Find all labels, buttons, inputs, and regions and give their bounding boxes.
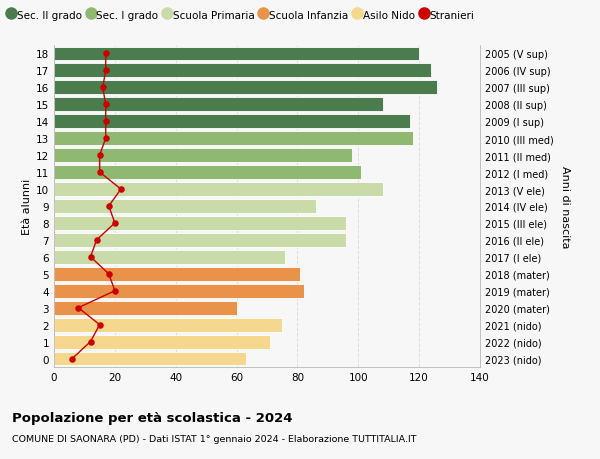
Bar xyxy=(54,115,410,129)
Bar xyxy=(54,250,285,264)
Bar xyxy=(54,318,282,332)
Point xyxy=(74,304,83,312)
Bar xyxy=(54,217,346,230)
Bar xyxy=(54,183,383,196)
Text: Popolazione per età scolastica - 2024: Popolazione per età scolastica - 2024 xyxy=(12,411,293,424)
Y-axis label: Anni di nascita: Anni di nascita xyxy=(560,165,570,248)
Point xyxy=(101,50,110,58)
Point xyxy=(92,237,101,244)
Bar xyxy=(54,284,304,298)
Point xyxy=(101,135,110,143)
Point xyxy=(95,152,104,159)
Y-axis label: Età alunni: Età alunni xyxy=(22,179,32,235)
Bar xyxy=(54,47,419,62)
Bar xyxy=(54,200,316,213)
Bar xyxy=(54,132,413,146)
Bar xyxy=(54,335,270,349)
Point xyxy=(98,84,107,92)
Legend: Sec. II grado, Sec. I grado, Scuola Primaria, Scuola Infanzia, Asilo Nido, Stran: Sec. II grado, Sec. I grado, Scuola Prim… xyxy=(4,6,479,25)
Point xyxy=(101,118,110,126)
Bar xyxy=(54,267,301,281)
Point xyxy=(104,270,113,278)
Point xyxy=(101,101,110,109)
Point xyxy=(67,355,77,363)
Point xyxy=(110,287,119,295)
Bar xyxy=(54,98,383,112)
Point xyxy=(116,186,126,193)
Bar xyxy=(54,166,361,179)
Point xyxy=(86,254,95,261)
Text: COMUNE DI SAONARA (PD) - Dati ISTAT 1° gennaio 2024 - Elaborazione TUTTITALIA.IT: COMUNE DI SAONARA (PD) - Dati ISTAT 1° g… xyxy=(12,434,416,443)
Bar xyxy=(54,352,246,366)
Bar xyxy=(54,81,437,95)
Bar xyxy=(54,234,346,247)
Point xyxy=(110,220,119,227)
Point xyxy=(95,321,104,329)
Point xyxy=(101,67,110,75)
Point xyxy=(86,338,95,346)
Bar xyxy=(54,64,431,78)
Bar xyxy=(54,301,236,315)
Bar xyxy=(54,149,352,163)
Point xyxy=(95,169,104,176)
Point xyxy=(104,203,113,210)
